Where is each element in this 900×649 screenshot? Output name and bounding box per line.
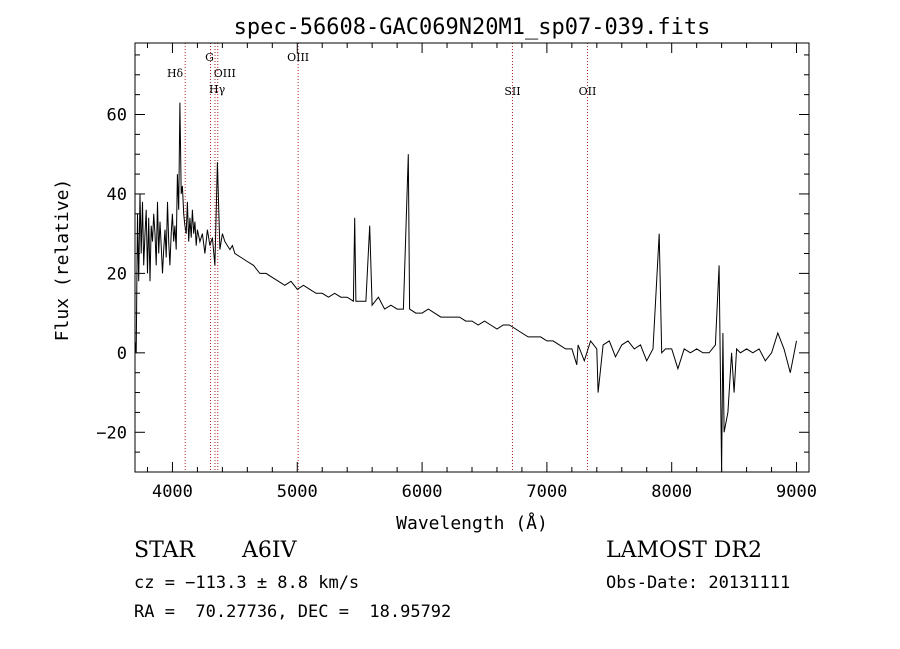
emission-line-label-4: OIII xyxy=(287,51,309,64)
y-tick-label: 40 xyxy=(107,185,127,205)
survey-name: LAMOST DR2 xyxy=(606,538,762,563)
emission-line-label-3: Hγ xyxy=(209,83,226,96)
y-tick-label: 0 xyxy=(117,344,127,364)
ra-dec-coordinates: RA = 70.27736, DEC = 18.95792 xyxy=(134,602,452,622)
y-axis-label: Flux (relative) xyxy=(52,179,73,342)
y-axis-ticks: −20 0 20 40 60 xyxy=(96,54,809,473)
emission-line-label-5: SII xyxy=(504,85,520,98)
x-tick-label: 5000 xyxy=(277,482,318,502)
chart-title: spec-56608-GAC069N20M1_sp07-039.fits xyxy=(234,15,711,40)
emission-line-label-6: OII xyxy=(579,85,597,98)
observation-date: Obs-Date: 20131111 xyxy=(606,573,791,593)
x-tick-label: 8000 xyxy=(651,482,692,502)
emission-line-label-0: Hδ xyxy=(167,67,184,80)
x-tick-label: 4000 xyxy=(152,482,193,502)
spectrum-chart: spec-56608-GAC069N20M1_sp07-039.fits Hδ G… xyxy=(52,15,817,534)
y-tick-label: 60 xyxy=(107,106,127,126)
object-subclass: A6IV xyxy=(242,538,297,563)
x-axis-label: Wavelength (Å) xyxy=(396,512,548,534)
redshift-velocity: cz = −113.3 ± 8.8 km/s xyxy=(134,573,360,593)
plot-frame xyxy=(134,42,810,473)
y-tick-label: −20 xyxy=(96,423,127,443)
y-tick-label: 20 xyxy=(107,264,127,284)
emission-line-label-2: OIII xyxy=(214,67,236,80)
x-axis-ticks: 4000 5000 6000 7000 8000 9000 xyxy=(146,43,817,502)
emission-line-label-1: G xyxy=(205,51,214,64)
x-tick-label: 6000 xyxy=(402,482,443,502)
object-class: STAR xyxy=(134,538,195,563)
x-tick-label: 7000 xyxy=(526,482,567,502)
x-tick-label: 9000 xyxy=(776,482,817,502)
spectrum-series-line xyxy=(134,102,797,473)
